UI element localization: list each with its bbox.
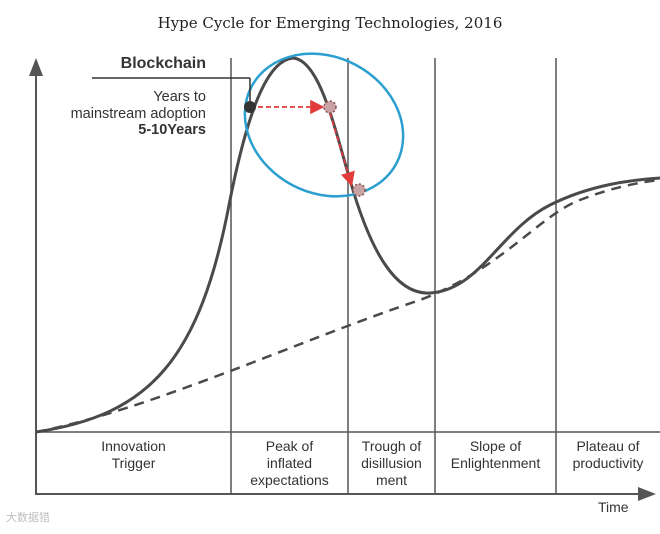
maturity-curve (35, 178, 660, 434)
phase-label-innovation-trigger: Innovation Trigger (101, 438, 166, 471)
y-axis-arrow-icon (29, 58, 43, 76)
phase-label-peak: Peak of inflated expectations (250, 438, 329, 488)
callout-caption: Years to mainstream adoption (70, 89, 206, 122)
blockchain-current-marker (244, 101, 256, 113)
watermark: 大数据猎 (6, 512, 50, 524)
phase-label-slope: Slope of Enlightenment (450, 438, 541, 471)
callout-years-value: 5-10Years (138, 122, 206, 138)
blockchain-highlight-ellipse (243, 52, 405, 198)
diagram-title: Hype Cycle for Emerging Technologies, 20… (157, 14, 503, 32)
hype-curve (35, 56, 660, 434)
x-axis-arrow-icon (638, 487, 656, 501)
blockchain-projected-marker (352, 183, 366, 197)
callout-technology-name: Blockchain (120, 55, 206, 72)
x-axis-label: Time (598, 499, 629, 515)
phase-label-plateau: Plateau of productivity (572, 438, 644, 471)
movement-arrow (329, 112, 355, 187)
phase-label-trough: Trough of disillusion ment (361, 438, 422, 488)
blockchain-projected-marker (323, 100, 337, 114)
